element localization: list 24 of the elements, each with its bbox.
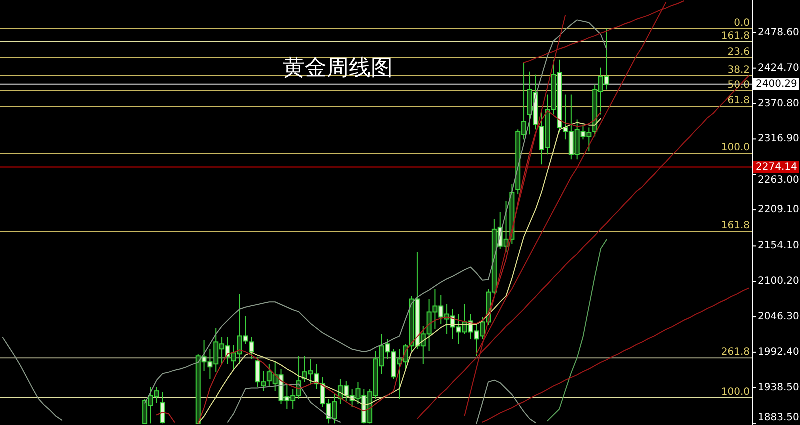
ref-line-label: 2400.29	[756, 78, 798, 90]
annotation: 161.8	[721, 220, 750, 232]
y-tick-label: 2370.80	[758, 98, 800, 110]
y-tick-label: 2316.90	[758, 134, 800, 145]
y-tick-label: 2424.70	[758, 62, 800, 74]
y-tick-label: 1938.50	[758, 382, 800, 394]
annotation: 100.0	[721, 142, 750, 154]
annotation: 0.0	[734, 18, 750, 29]
annotation: 23.6	[728, 46, 750, 58]
annotation: 261.8	[721, 347, 750, 358]
annotation: 161.8	[721, 30, 750, 42]
text: 黄金周线图	[283, 56, 393, 81]
annotation: 38.2	[728, 64, 750, 76]
y-tick-label: 2263.00	[758, 174, 800, 186]
y-tick-label: 2478.60	[758, 27, 800, 38]
ref-line-label: 2274.14	[756, 162, 798, 173]
y-tick-label: 1992.40	[758, 346, 800, 358]
y-tick-label: 2209.10	[758, 204, 800, 216]
annotation: 100.0	[721, 387, 750, 398]
y-tick-label: 2046.30	[758, 312, 800, 323]
annotation: 61.8	[728, 96, 750, 107]
y-tick-label: 1883.50	[758, 412, 800, 424]
y-tick-label: 2154.10	[758, 240, 800, 252]
y-tick-label: 2100.20	[758, 276, 800, 288]
